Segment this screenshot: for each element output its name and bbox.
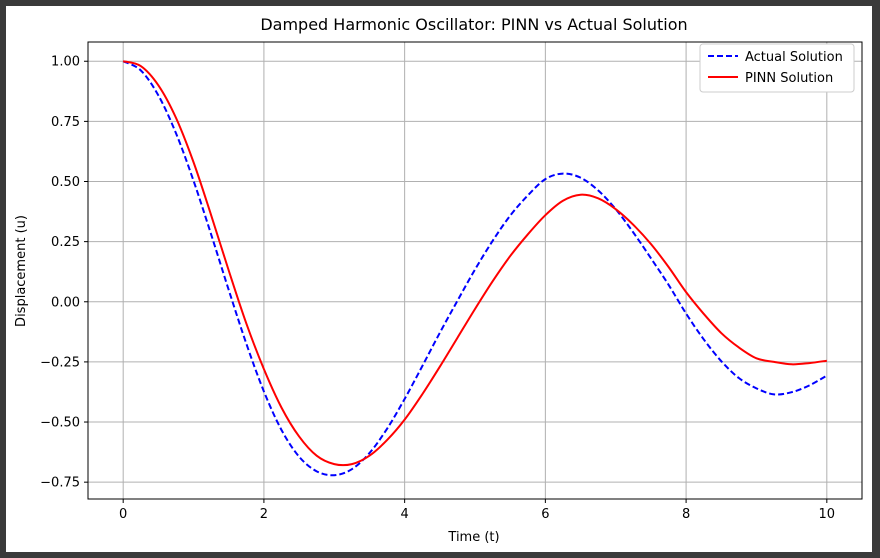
legend-label-actual: Actual Solution	[745, 50, 843, 65]
actual-solution-line	[122, 60, 828, 477]
x-tick-label: 10	[819, 507, 836, 522]
series-lines	[122, 60, 828, 477]
x-tick-label: 6	[541, 507, 549, 522]
y-tick-label: 0.25	[51, 235, 80, 250]
y-axis-label: Displacement (u)	[14, 215, 29, 327]
x-tick-label: 8	[682, 507, 690, 522]
y-tick-label: 1.00	[51, 55, 80, 70]
chart-title: Damped Harmonic Oscillator: PINN vs Actu…	[260, 15, 687, 34]
grid-lines	[88, 42, 862, 499]
y-tick-label: 0.75	[51, 115, 80, 130]
plot-area-frame	[87, 41, 863, 500]
pinn-solution-line	[122, 60, 827, 467]
x-tick-label: 2	[260, 507, 268, 522]
y-tick-label: −0.75	[40, 476, 80, 491]
chart: Damped Harmonic Oscillator: PINN vs Actu…	[14, 15, 863, 545]
x-axis-ticks: 0 2 4 6 8 10	[119, 499, 835, 522]
legend: Actual Solution PINN Solution	[699, 43, 855, 93]
x-tick-label: 0	[119, 507, 127, 522]
legend-box	[699, 43, 855, 93]
y-tick-label: −0.50	[40, 416, 80, 431]
y-axis-ticks: 1.00 0.75 0.50 0.25 0.00 −0.25 −0.50 −0.75	[40, 55, 88, 491]
x-axis-label: Time (t)	[447, 530, 499, 545]
figure-canvas: Damped Harmonic Oscillator: PINN vs Actu…	[6, 6, 872, 552]
y-tick-label: 0.00	[51, 295, 80, 310]
y-tick-label: −0.25	[40, 355, 80, 370]
legend-label-pinn: PINN Solution	[745, 71, 833, 86]
x-tick-label: 4	[400, 507, 408, 522]
y-tick-label: 0.50	[51, 175, 80, 190]
